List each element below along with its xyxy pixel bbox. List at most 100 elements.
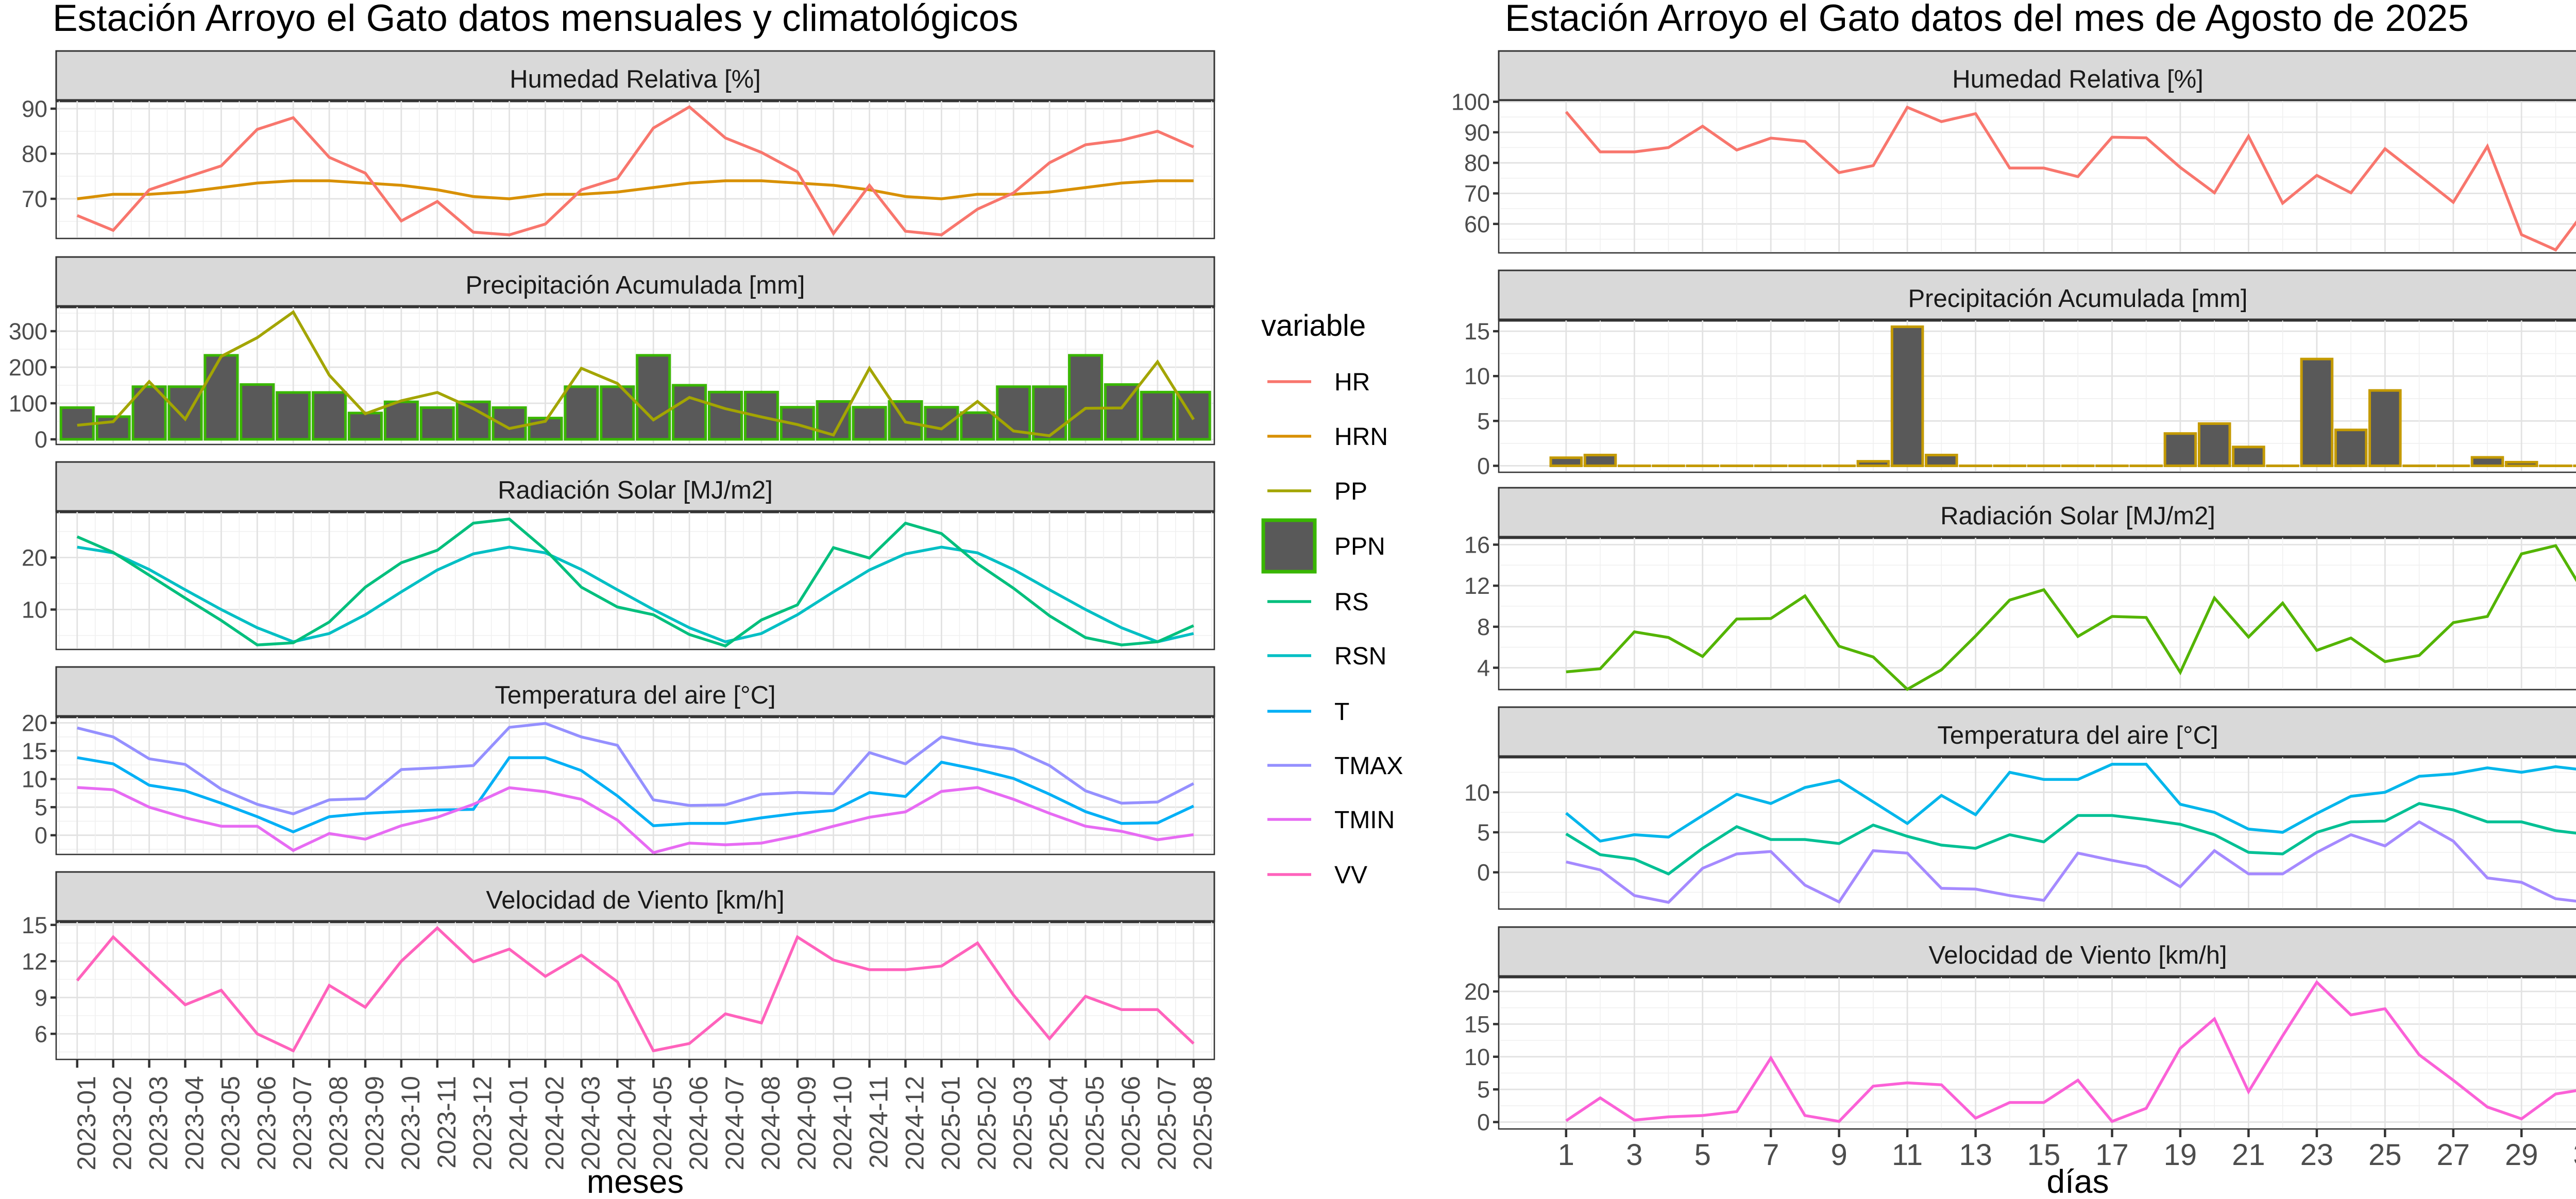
- svg-text:2023-04: 2023-04: [180, 1076, 209, 1171]
- svg-text:25: 25: [2368, 1138, 2402, 1172]
- svg-text:Humedad Relativa [%]: Humedad Relativa [%]: [1952, 65, 2204, 93]
- svg-text:2024-09: 2024-09: [792, 1076, 821, 1171]
- svg-text:27: 27: [2437, 1138, 2470, 1172]
- svg-text:TMIN: TMIN: [1334, 807, 1395, 834]
- svg-text:2025-06: 2025-06: [1116, 1076, 1145, 1171]
- svg-text:2023-12: 2023-12: [468, 1076, 497, 1171]
- svg-text:2025-02: 2025-02: [972, 1076, 1001, 1171]
- svg-text:HRN: HRN: [1334, 423, 1388, 451]
- svg-text:15: 15: [1464, 318, 1490, 345]
- svg-text:0: 0: [1477, 1109, 1490, 1136]
- svg-text:RSN: RSN: [1334, 643, 1386, 670]
- svg-text:Estación Arroyo el Gato datos: Estación Arroyo el Gato datos del mes de…: [1505, 0, 2469, 39]
- svg-text:10: 10: [22, 597, 47, 623]
- svg-text:Estación Arroyo el Gato datos: Estación Arroyo el Gato datos mensuales …: [53, 0, 1019, 39]
- svg-text:2024-08: 2024-08: [756, 1076, 785, 1171]
- svg-text:0: 0: [1477, 453, 1490, 479]
- svg-text:80: 80: [1464, 150, 1490, 176]
- svg-text:20: 20: [22, 545, 47, 571]
- svg-text:2024-04: 2024-04: [612, 1076, 641, 1171]
- svg-text:variable: variable: [1261, 309, 1366, 342]
- svg-text:días: días: [2047, 1163, 2109, 1199]
- svg-text:2023-07: 2023-07: [288, 1076, 317, 1171]
- svg-text:12: 12: [22, 948, 47, 974]
- svg-text:5: 5: [1477, 408, 1490, 434]
- svg-text:10: 10: [1464, 779, 1490, 806]
- svg-text:20: 20: [22, 710, 47, 736]
- svg-text:15: 15: [22, 738, 47, 764]
- svg-text:9: 9: [1831, 1138, 1847, 1172]
- svg-text:9: 9: [35, 985, 47, 1011]
- svg-text:90: 90: [22, 96, 47, 122]
- svg-text:100: 100: [9, 390, 47, 417]
- svg-text:Precipitación Acumulada [mm]: Precipitación Acumulada [mm]: [1908, 285, 2247, 313]
- svg-text:2024-02: 2024-02: [540, 1076, 569, 1171]
- svg-text:11: 11: [1892, 1138, 1923, 1172]
- svg-text:Radiación Solar [MJ/m2]: Radiación Solar [MJ/m2]: [498, 476, 773, 504]
- svg-text:2024-03: 2024-03: [576, 1076, 605, 1171]
- svg-text:29: 29: [2505, 1138, 2538, 1172]
- svg-text:TMAX: TMAX: [1334, 752, 1403, 780]
- svg-text:PPN: PPN: [1334, 533, 1385, 560]
- svg-text:17: 17: [2095, 1138, 2129, 1172]
- svg-text:4: 4: [1477, 655, 1490, 681]
- svg-text:31: 31: [2573, 1138, 2576, 1172]
- svg-text:15: 15: [22, 912, 47, 938]
- svg-text:meses: meses: [587, 1163, 684, 1199]
- svg-text:10: 10: [1464, 1044, 1490, 1070]
- svg-text:2023-11: 2023-11: [432, 1076, 461, 1169]
- svg-text:2024-07: 2024-07: [720, 1076, 749, 1171]
- svg-text:2024-05: 2024-05: [648, 1076, 677, 1171]
- svg-text:2025-08: 2025-08: [1189, 1076, 1217, 1171]
- svg-text:19: 19: [2164, 1138, 2197, 1172]
- svg-text:15: 15: [2027, 1138, 2061, 1172]
- svg-text:Velocidad de Viento [km/h]: Velocidad de Viento [km/h]: [486, 886, 784, 914]
- svg-text:100: 100: [1451, 89, 1490, 115]
- svg-text:2024-01: 2024-01: [504, 1076, 533, 1171]
- svg-text:0: 0: [35, 426, 47, 453]
- svg-text:Humedad Relativa [%]: Humedad Relativa [%]: [510, 65, 761, 93]
- svg-text:Temperatura del aire [°C]: Temperatura del aire [°C]: [495, 681, 775, 709]
- svg-text:Temperatura del aire [°C]: Temperatura del aire [°C]: [1937, 722, 2218, 749]
- svg-text:2023-03: 2023-03: [144, 1076, 173, 1171]
- svg-text:Precipitación Acumulada [mm]: Precipitación Acumulada [mm]: [465, 271, 805, 299]
- svg-text:20: 20: [1464, 979, 1490, 1005]
- svg-text:70: 70: [22, 186, 47, 212]
- svg-text:2023-02: 2023-02: [108, 1076, 137, 1171]
- svg-text:2024-10: 2024-10: [828, 1076, 857, 1171]
- svg-text:3: 3: [1626, 1138, 1642, 1172]
- svg-text:0: 0: [1477, 860, 1490, 886]
- svg-text:2025-03: 2025-03: [1008, 1076, 1037, 1171]
- svg-text:70: 70: [1464, 181, 1490, 207]
- svg-text:5: 5: [35, 794, 47, 820]
- svg-text:15: 15: [1464, 1011, 1490, 1037]
- svg-text:2024-12: 2024-12: [901, 1076, 929, 1171]
- svg-text:23: 23: [2300, 1138, 2334, 1172]
- svg-text:10: 10: [1464, 363, 1490, 389]
- svg-text:2023-06: 2023-06: [252, 1076, 281, 1171]
- svg-text:Radiación Solar [MJ/m2]: Radiación Solar [MJ/m2]: [1940, 502, 2215, 530]
- svg-text:12: 12: [1464, 573, 1490, 599]
- svg-text:HR: HR: [1334, 369, 1370, 396]
- svg-text:2023-05: 2023-05: [216, 1076, 245, 1171]
- svg-text:5: 5: [1477, 819, 1490, 846]
- svg-text:5: 5: [1694, 1138, 1711, 1172]
- svg-text:T: T: [1334, 698, 1349, 726]
- svg-text:RS: RS: [1334, 589, 1369, 616]
- svg-text:1: 1: [1558, 1138, 1574, 1172]
- svg-text:10: 10: [22, 766, 47, 793]
- svg-text:Velocidad de Viento [km/h]: Velocidad de Viento [km/h]: [1928, 941, 2227, 969]
- svg-text:2023-08: 2023-08: [324, 1076, 353, 1171]
- svg-text:2025-05: 2025-05: [1080, 1076, 1109, 1171]
- svg-text:16: 16: [1464, 532, 1490, 558]
- svg-text:2023-01: 2023-01: [72, 1076, 101, 1171]
- svg-text:6: 6: [35, 1021, 47, 1047]
- svg-text:80: 80: [22, 141, 47, 167]
- svg-text:13: 13: [1959, 1138, 1992, 1172]
- svg-text:2025-04: 2025-04: [1044, 1076, 1073, 1171]
- svg-text:2024-06: 2024-06: [684, 1076, 713, 1171]
- svg-text:8: 8: [1477, 614, 1490, 640]
- svg-text:60: 60: [1464, 211, 1490, 237]
- svg-text:5: 5: [1477, 1076, 1490, 1103]
- svg-text:PP: PP: [1334, 478, 1367, 505]
